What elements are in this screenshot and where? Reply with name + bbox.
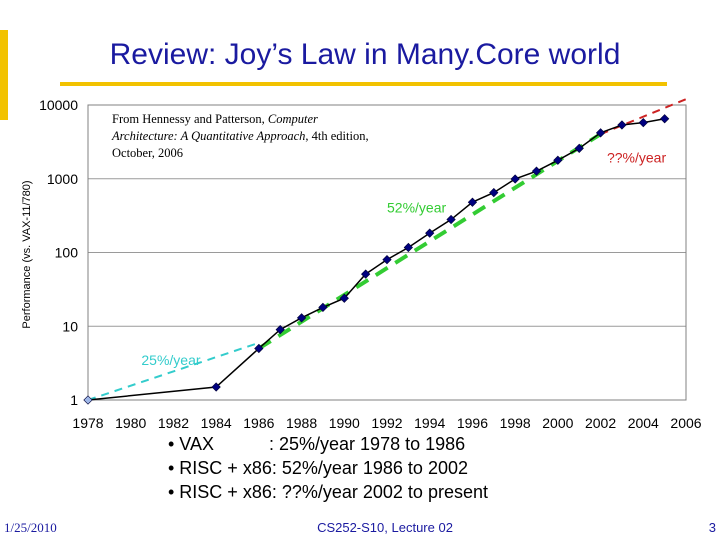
data-point bbox=[510, 174, 520, 184]
slide-title: Review: Joy’s Law in Many.Core world bbox=[109, 38, 621, 71]
x-tick-label: 1982 bbox=[158, 415, 189, 431]
data-point bbox=[553, 155, 563, 165]
bullet-vax: • VAX : 25%/year 1978 to 1986 bbox=[168, 434, 466, 454]
source-note-prefix: From Hennessy and Patterson, bbox=[112, 112, 268, 126]
trend-line bbox=[600, 98, 687, 136]
data-point bbox=[318, 302, 328, 313]
x-tick-label: 2004 bbox=[628, 415, 659, 431]
source-note-suffix: , 4th edition, October, 2006 bbox=[112, 129, 369, 160]
trend-line bbox=[87, 341, 260, 401]
y-tick-label: 1000 bbox=[47, 171, 78, 187]
data-point bbox=[275, 325, 285, 335]
bullet-risc-52: • RISC + x86: 52%/year 1986 to 2002 bbox=[168, 458, 468, 478]
source-note-book: Computer Architecture: A Quantitative Ap… bbox=[112, 112, 318, 143]
data-point bbox=[617, 120, 627, 130]
x-tick-label: 1990 bbox=[329, 415, 360, 431]
data-point bbox=[595, 128, 606, 138]
trend-label: 25%/year bbox=[141, 352, 200, 368]
x-tick-label: 1994 bbox=[414, 415, 445, 431]
bullet-risc-unknown: • RISC + x86: ??%/year 2002 to present bbox=[168, 482, 488, 502]
data-point bbox=[531, 166, 542, 176]
trend-label: ??%/year bbox=[607, 150, 666, 166]
x-tick-label: 1988 bbox=[286, 415, 317, 431]
x-tick-label: 2002 bbox=[585, 415, 616, 431]
y-tick-label: 1 bbox=[70, 392, 78, 408]
x-tick-label: 1984 bbox=[201, 415, 232, 431]
footer-lecture: CS252-S10, Lecture 02 bbox=[317, 520, 453, 535]
y-tick-label: 10000 bbox=[39, 97, 78, 113]
data-point bbox=[339, 293, 349, 303]
data-point bbox=[254, 343, 264, 354]
data-point bbox=[425, 228, 435, 238]
x-tick-label: 2000 bbox=[542, 415, 573, 431]
data-point bbox=[361, 269, 371, 279]
x-tick-label: 1992 bbox=[371, 415, 402, 431]
footer-page-number: 3 bbox=[708, 520, 716, 535]
data-point bbox=[296, 313, 307, 323]
label-layer: 25%/year 52%/year ??%/year bbox=[141, 150, 666, 368]
y-tick-label: 100 bbox=[55, 245, 79, 261]
data-point bbox=[403, 242, 413, 253]
x-tick-label: 1978 bbox=[72, 415, 103, 431]
data-point bbox=[574, 143, 584, 153]
data-point bbox=[660, 114, 670, 124]
accent-bar bbox=[0, 30, 8, 120]
x-tick-label: 1980 bbox=[115, 415, 146, 431]
data-point bbox=[83, 395, 93, 405]
x-tick-label: 2006 bbox=[670, 415, 701, 431]
axis-layer: 1 10 100 1000 10000 1978 1980 1982 1984 1986 1988 1… bbox=[21, 97, 702, 431]
data-point bbox=[382, 255, 392, 265]
y-tick-label: 10 bbox=[62, 318, 78, 334]
x-tick-label: 1998 bbox=[500, 415, 531, 431]
x-tick-label: 1986 bbox=[243, 415, 274, 431]
series-line bbox=[87, 118, 665, 401]
series-layer bbox=[83, 114, 670, 405]
data-point bbox=[467, 197, 478, 207]
bullet-list: • VAX : 25%/year 1978 to 1986 • RISC + x… bbox=[168, 432, 488, 504]
plot-frame bbox=[87, 104, 687, 401]
grid-layer bbox=[88, 178, 686, 327]
data-point bbox=[211, 382, 221, 392]
title-underline bbox=[60, 82, 667, 86]
data-point bbox=[638, 118, 648, 128]
trend-label: 52%/year bbox=[387, 199, 446, 215]
source-note: From Hennessy and Patterson, Computer Ar… bbox=[112, 111, 372, 162]
data-point bbox=[446, 214, 456, 225]
y-axis-label: Performance (vs. VAX-11/780) bbox=[21, 180, 33, 328]
footer-date: 1/25/2010 bbox=[4, 520, 57, 535]
data-point bbox=[489, 187, 499, 198]
trend-line bbox=[257, 132, 602, 351]
x-tick-label: 1996 bbox=[457, 415, 488, 431]
